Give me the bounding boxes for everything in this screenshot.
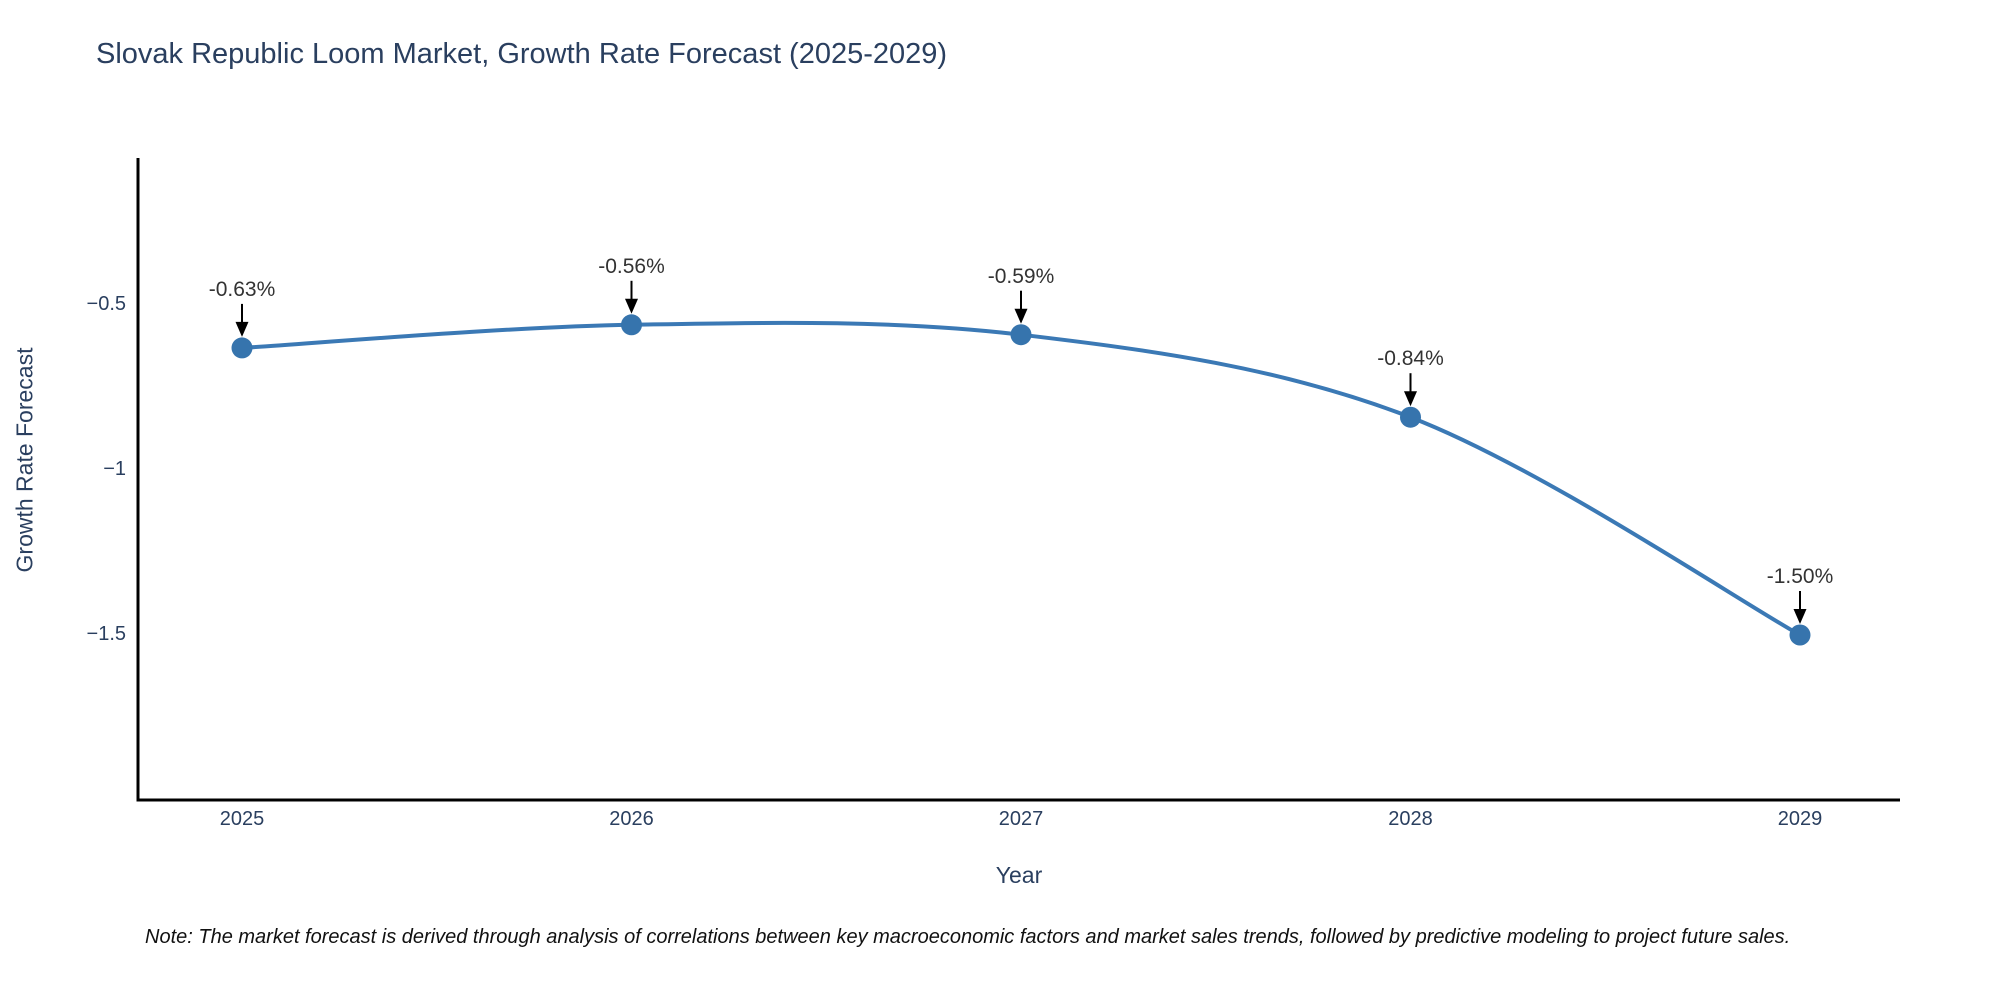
x-tick-label: 2028 <box>1388 808 1433 830</box>
data-point-marker <box>1010 324 1032 346</box>
chart-title: Slovak Republic Loom Market, Growth Rate… <box>96 38 948 70</box>
x-axis-title: Year <box>995 862 1043 888</box>
y-tick-label: −1 <box>103 458 126 480</box>
data-point-label: -0.56% <box>598 254 665 278</box>
data-point-marker <box>1400 406 1421 428</box>
annotation-arrowhead <box>1793 609 1807 624</box>
data-point-marker <box>231 337 253 359</box>
y-tick-label: −0.5 <box>86 293 126 315</box>
footnote: Note: The market forecast is derived thr… <box>145 926 1791 948</box>
data-point-label: -1.50% <box>1766 565 1834 588</box>
data-point-label: -0.84% <box>1377 347 1444 371</box>
data-point-label: -0.59% <box>987 264 1055 288</box>
x-tick-label: 2026 <box>609 808 654 830</box>
x-tick-label: 2027 <box>998 808 1044 830</box>
data-point-marker <box>621 314 642 336</box>
annotation-arrowhead <box>1014 308 1028 324</box>
data-point-marker <box>1789 624 1811 646</box>
annotation-arrowhead <box>625 298 638 314</box>
annotation-arrowhead <box>1404 391 1417 407</box>
x-tick-label: 2029 <box>1777 808 1823 830</box>
line-series <box>240 320 1802 637</box>
annotation-arrowhead <box>235 321 249 337</box>
x-tick-label: 2025 <box>219 808 265 830</box>
data-point-label: -0.63% <box>208 277 276 301</box>
y-tick-label: −1.5 <box>86 623 126 645</box>
